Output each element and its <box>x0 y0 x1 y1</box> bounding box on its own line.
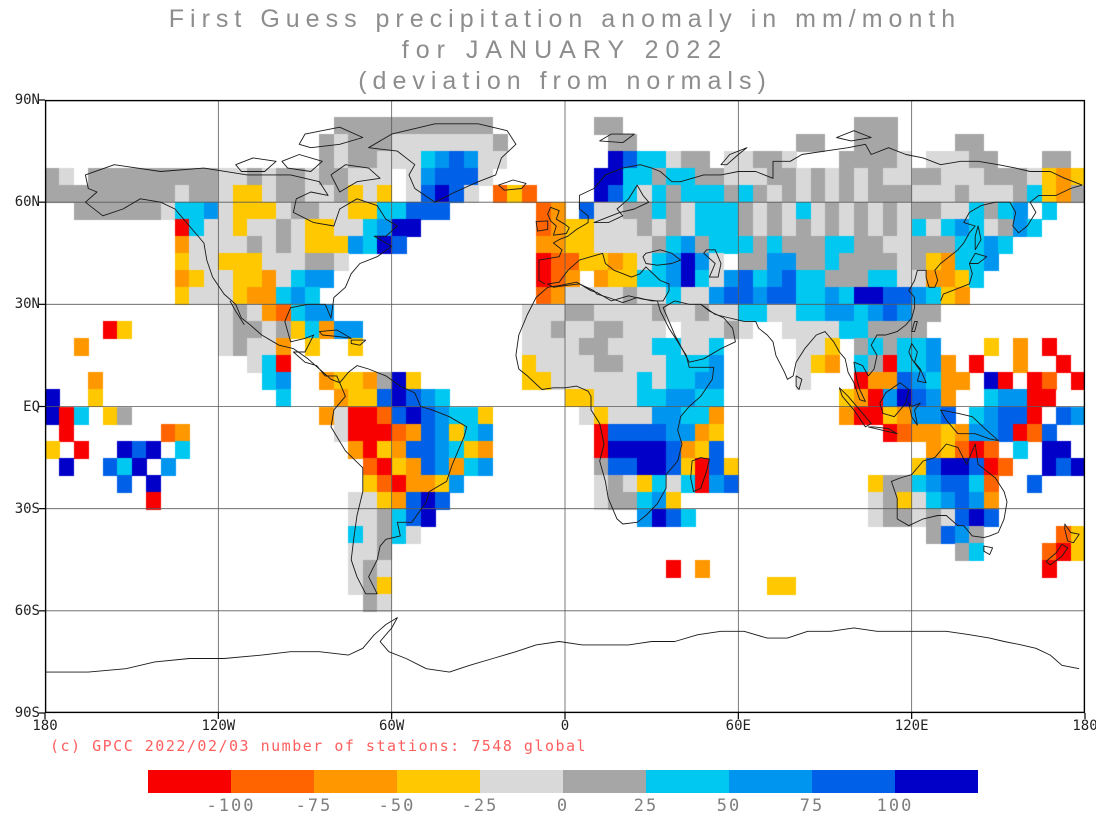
coastline <box>350 339 367 346</box>
copyright-note: (c) GPCC 2022/02/03 number of stations: … <box>50 737 588 755</box>
coastline <box>235 157 277 172</box>
lat-tick-label: 30N <box>14 296 40 313</box>
coastline <box>1045 543 1069 566</box>
coastline <box>911 320 918 333</box>
coastline <box>578 143 1083 209</box>
chart-title-line1: First Guess precipitation anomaly in mm/… <box>168 5 962 33</box>
coastline <box>593 184 650 224</box>
coastline <box>879 382 910 418</box>
legend-boundary-label: -50 <box>378 796 416 816</box>
coastline <box>940 263 973 302</box>
coastline <box>45 617 1080 673</box>
coastline <box>547 252 670 304</box>
coastline <box>700 184 1083 402</box>
lon-tick-label: 120E <box>894 718 929 734</box>
lon-tick-label: 180 <box>32 718 58 734</box>
lon-tick-label: 0 <box>560 718 570 734</box>
legend-swatch--100to-75 <box>231 770 314 793</box>
coastline <box>281 154 323 172</box>
lat-tick-label: EQ <box>23 398 40 415</box>
legend-boundary-label: 25 <box>633 796 659 816</box>
legend-swatch-50to75 <box>729 770 812 793</box>
coastline-gridline-overlay <box>39 99 1086 719</box>
coastline <box>318 329 352 339</box>
coastline <box>908 402 921 426</box>
coastline <box>795 375 803 390</box>
lon-tick-label: 180 <box>1072 718 1096 734</box>
coastline <box>547 206 570 236</box>
lon-tick-label: 120W <box>201 718 236 734</box>
legend-boundary-label: 50 <box>716 796 742 816</box>
coastline <box>84 164 398 384</box>
legend-swatch-75to100 <box>812 770 895 793</box>
chart-title-line3: (deviation from normals) <box>358 67 772 95</box>
coastline <box>498 179 527 191</box>
coastline <box>298 126 364 149</box>
lat-tick-label: 90S <box>14 705 40 721</box>
coastline <box>515 281 715 525</box>
coastline <box>940 409 999 442</box>
legend-boundary-label: 0 <box>556 796 570 816</box>
legend-swatch-25to50 <box>646 770 729 793</box>
coastline <box>703 249 722 278</box>
map-border <box>44 99 1086 714</box>
lat-tick-label: 60N <box>14 194 40 211</box>
lon-tick-label: 60E <box>725 718 751 734</box>
legend-swatch->100 <box>895 770 978 793</box>
coastline <box>968 252 988 264</box>
coastline <box>642 249 682 266</box>
coastline <box>538 208 589 285</box>
chart-title: First Guess precipitation anomaly in mm/… <box>28 4 1096 97</box>
color-legend-bar <box>148 770 978 793</box>
coastline <box>662 300 736 363</box>
coastline <box>330 365 468 595</box>
legend-boundary-label: -25 <box>461 796 499 816</box>
coastline <box>229 300 245 326</box>
legend-swatch--50to-25 <box>397 770 480 793</box>
lat-tick-label: 60S <box>14 602 40 619</box>
coastline <box>720 147 748 166</box>
legend-swatch--25to0 <box>480 770 563 793</box>
legend-boundary-label: -100 <box>206 796 256 816</box>
coastline <box>330 164 381 193</box>
legend-boundary-label: -75 <box>295 796 333 816</box>
coastline <box>908 343 927 384</box>
lat-tick-label: 30S <box>14 500 40 517</box>
coastline <box>535 220 549 232</box>
coastline <box>836 130 872 142</box>
coastline <box>983 545 994 556</box>
coastline <box>1064 523 1080 544</box>
coastline <box>599 133 635 144</box>
legend-boundary-label: 75 <box>799 796 825 816</box>
coastline <box>838 387 872 428</box>
coastline <box>690 457 710 493</box>
chart-title-line2: for JANUARY 2022 <box>401 36 729 64</box>
legend-boundary-label: 100 <box>876 796 914 816</box>
coastline <box>368 123 517 203</box>
coastline <box>890 443 1008 539</box>
coastline <box>867 426 898 435</box>
coastline <box>974 225 982 251</box>
lon-tick-label: 60W <box>379 718 405 734</box>
lat-tick-label: 90N <box>14 92 40 108</box>
world-map-plot-area <box>39 99 1086 719</box>
legend-swatch-<-100 <box>148 770 231 793</box>
legend-swatch--75to-50 <box>314 770 397 793</box>
legend-swatch-0to25 <box>563 770 646 793</box>
